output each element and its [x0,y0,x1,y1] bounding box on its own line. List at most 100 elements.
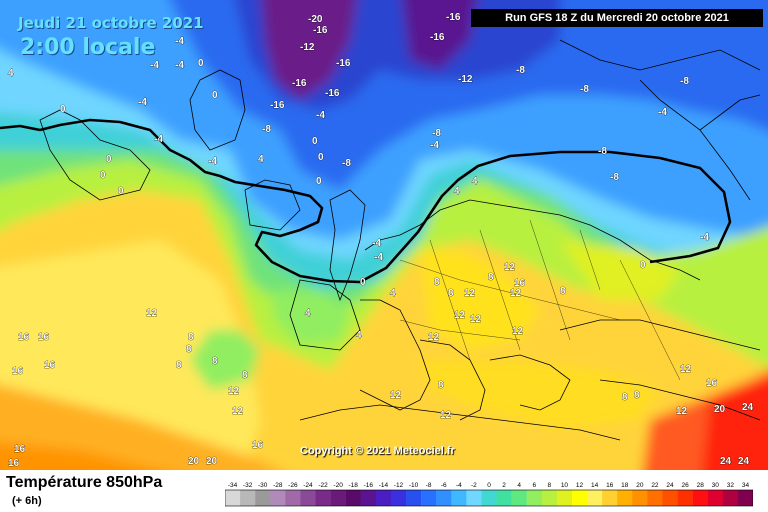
isotherm-label: 0 [212,90,218,101]
isotherm-label: 8 [434,277,440,288]
isotherm-label: 12 [680,364,692,375]
isotherm-label: 0 [316,176,322,187]
isotherm-label: 8 [242,370,248,381]
legend-tick-label: 12 [576,482,584,489]
legend-color-swatch [285,490,301,506]
legend-color-swatch [692,490,708,506]
legend-tick-label: -20 [333,482,343,489]
legend-tick-label: 16 [606,482,614,489]
isotherm-label: -4 [658,107,667,118]
isotherm-label: 12 [228,386,240,397]
legend-color-swatch [617,490,633,506]
forecast-time-title: 2:00 locale [20,35,156,60]
legend-color-swatch [270,490,286,506]
isotherm-label: -20 [308,14,323,25]
isotherm-label: 12 [454,310,466,321]
legend-color-swatch [466,490,482,506]
isotherm-label: 0 [312,136,318,147]
temperature-fields [0,0,768,470]
copyright-text: Copyright © 2021 Meteociel.fr [300,445,455,457]
isotherm-label: -16 [292,78,307,89]
isotherm-label: -12 [300,42,315,53]
isotherm-label: 12 [440,410,452,421]
legend-tick-label: 2 [502,482,506,489]
legend-frame [225,489,753,507]
isotherm-label: 12 [464,288,476,299]
legend-tick-label: -14 [379,482,389,489]
isotherm-label: 8 [622,392,628,403]
legend-color-swatch [225,490,241,506]
isotherm-label: 16 [252,440,264,451]
legend-tick-label: -18 [349,482,359,489]
legend-tick-label: -22 [318,482,328,489]
isotherm-label: 0 [198,58,204,69]
legend-color-swatch [421,490,437,506]
isotherm-label: -8 [516,65,525,76]
legend-tick-label: -24 [303,482,313,489]
isotherm-label: -4 [374,252,383,263]
isotherm-label: 12 [512,326,524,337]
legend-color-swatch [481,490,497,506]
isotherm-label: -4 [316,110,325,121]
isotherm-label: 0 [318,152,324,163]
legend-color-swatch [511,490,527,506]
isotherm-label: -16 [325,88,340,99]
isotherm-label: 0 [100,170,106,181]
legend-color-swatch [360,490,377,506]
legend-color-swatch [375,490,392,506]
isotherm-label: 12 [470,314,482,325]
isotherm-label: -8 [598,146,607,157]
isotherm-label: -4 [138,97,147,108]
isotherm-label: -8 [610,172,619,183]
legend-color-swatch [647,490,663,506]
legend-tick-label: 4 [517,482,521,489]
isotherm-label: -8 [432,128,441,139]
forecast-date-title: Jeudi 21 octobre 2021 [18,14,204,32]
legend-color-swatch [451,490,467,506]
isotherm-label: 0 [640,260,646,271]
isotherm-label: 16 [44,360,56,371]
isotherm-label: 12 [146,308,158,319]
legend-tick-label: 26 [681,482,689,489]
isotherm-label: 12 [428,332,440,343]
isotherm-label: -4 [175,60,184,71]
isotherm-label: 4 [356,330,362,341]
isotherm-label: -4 [430,140,439,151]
isotherm-label: 16 [8,458,20,469]
legend-tick-label: 18 [621,482,629,489]
legend-tick-label: 22 [651,482,659,489]
isotherm-label: -16 [336,58,351,69]
legend-tick-label: 34 [742,482,750,489]
legend-tick-label: 32 [727,482,735,489]
isotherm-label: 8 [634,390,640,401]
isotherm-label: 20 [188,456,200,467]
legend-color-swatch [300,490,316,506]
legend-tick-label: 8 [548,482,552,489]
isotherm-label: -4 [154,134,163,145]
legend-color-swatch [587,490,603,506]
isotherm-label: 4 [8,68,14,79]
legend-tick-label: 14 [591,482,599,489]
isotherm-label: 0 [60,104,66,115]
legend-tick-label: 20 [636,482,644,489]
model-run-label: Run GFS 18 Z du Mercredi 20 octobre 2021 [471,9,763,27]
legend-color-swatch [390,490,407,506]
isotherm-label: -16 [446,12,461,23]
temperature-map: -16-20-16-16-12-16-12-8-8-8-4-8-8-40-4-4… [0,0,768,470]
isotherm-label: 8 [212,356,218,367]
legend-tick-label: -10 [409,482,419,489]
legend-color-swatch [722,490,739,506]
isotherm-label: 16 [514,278,526,289]
isotherm-label: -16 [430,32,445,43]
legend-color-swatch [571,490,588,506]
isotherm-label: -8 [680,76,689,87]
isotherm-label: 12 [676,406,688,417]
isotherm-label: -4 [175,36,184,47]
isotherm-label: -12 [458,74,473,85]
legend-color-swatch [677,490,693,506]
legend-color-swatch [707,490,724,506]
isotherm-label: -8 [262,124,271,135]
isotherm-label: 24 [720,456,732,467]
legend-color-swatch [632,490,648,506]
legend-tick-label: -6 [441,482,447,489]
